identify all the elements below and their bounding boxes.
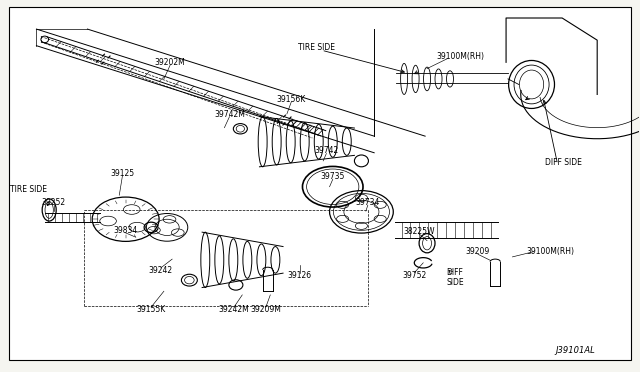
Text: 39735: 39735: [321, 172, 345, 181]
Text: 39752: 39752: [402, 271, 426, 280]
Text: 39242: 39242: [148, 266, 173, 275]
Text: 39155K: 39155K: [136, 305, 166, 314]
Text: 39252: 39252: [42, 198, 66, 207]
Text: 39126: 39126: [287, 271, 312, 280]
Text: 39242M: 39242M: [219, 305, 250, 314]
Text: 39100M(RH): 39100M(RH): [527, 247, 575, 256]
Text: 39125: 39125: [110, 169, 134, 177]
Text: 39742M: 39742M: [214, 109, 245, 119]
Text: 39834: 39834: [113, 226, 138, 235]
Text: 38225W: 38225W: [403, 227, 435, 235]
Text: 39156K: 39156K: [276, 95, 306, 104]
Text: 39742: 39742: [314, 147, 339, 155]
Text: 39202M: 39202M: [155, 58, 186, 67]
Text: DIFF
SIDE: DIFF SIDE: [446, 268, 464, 287]
Text: DIFF SIDE: DIFF SIDE: [545, 157, 582, 167]
Text: 39209: 39209: [466, 247, 490, 256]
Text: 39100M(RH): 39100M(RH): [436, 52, 484, 61]
Text: 39734: 39734: [356, 198, 380, 207]
Text: J39101AL: J39101AL: [556, 346, 595, 355]
Text: TIRE SIDE: TIRE SIDE: [10, 185, 47, 194]
Text: TIRE SIDE: TIRE SIDE: [298, 43, 335, 52]
Text: 39209M: 39209M: [250, 305, 281, 314]
